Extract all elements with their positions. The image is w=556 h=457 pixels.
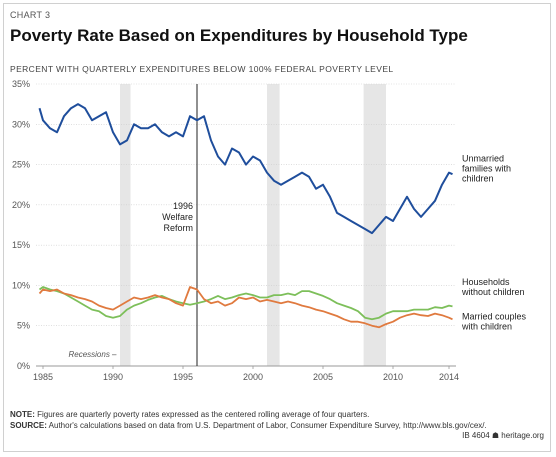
- source-label: SOURCE:: [10, 421, 47, 430]
- y-tick-label: 5%: [17, 321, 30, 331]
- y-tick-label: 20%: [12, 200, 30, 210]
- welfare-reform-label: Welfare: [162, 212, 193, 222]
- chart-subtitle: PERCENT WITH QUARTERLY EXPENDITURES BELO…: [10, 64, 394, 74]
- y-tick-label: 30%: [12, 119, 30, 129]
- recessions-label: Recessions –: [68, 350, 117, 359]
- note-line: NOTE: Figures are quarterly poverty rate…: [10, 409, 540, 420]
- y-tick-label: 25%: [12, 160, 30, 170]
- x-tick-label: 2000: [243, 372, 263, 382]
- y-tick-label: 35%: [12, 79, 30, 89]
- chart-number: CHART 3: [10, 10, 51, 20]
- series-line-households: [38, 286, 453, 321]
- recession-band-3: [363, 84, 386, 366]
- source-line: SOURCE: Author's calculations based on d…: [10, 420, 540, 431]
- chart-footer: NOTE: Figures are quarterly poverty rate…: [10, 409, 540, 431]
- x-tick-label: 1995: [173, 372, 193, 382]
- series-line-married: [38, 286, 453, 329]
- series-label-households: without children: [461, 287, 525, 297]
- x-tick-label: 2005: [313, 372, 333, 382]
- recession-band-2: [267, 84, 280, 366]
- x-tick-label: 1985: [33, 372, 53, 382]
- series-label-unmarried: children: [462, 174, 494, 184]
- series-label-households: Households: [462, 277, 510, 287]
- y-tick-label: 15%: [12, 240, 30, 250]
- note-text: Figures are quarterly poverty rates expr…: [34, 410, 370, 419]
- series-line-unmarried: [38, 103, 453, 235]
- chart-title: Poverty Rate Based on Expenditures by Ho…: [10, 26, 468, 45]
- y-tick-label: 10%: [12, 280, 30, 290]
- series-label-married: Married couples: [462, 312, 527, 322]
- recession-band-1: [120, 84, 131, 366]
- series-label-married: with children: [461, 322, 512, 332]
- y-tick-label: 0%: [17, 361, 30, 371]
- welfare-reform-label: Reform: [163, 223, 193, 233]
- note-label: NOTE:: [10, 410, 35, 419]
- source-text: Author's calculations based on data from…: [46, 421, 487, 430]
- series-label-unmarried: Unmarried: [462, 154, 504, 164]
- x-tick-label: 2010: [383, 372, 403, 382]
- credit-text: IB 4604 ☗ heritage.org: [462, 431, 544, 440]
- series-label-unmarried: families with: [462, 164, 511, 174]
- welfare-reform-label: 1996: [173, 201, 193, 211]
- x-tick-label: 1990: [103, 372, 123, 382]
- x-tick-label: 2014: [439, 372, 459, 382]
